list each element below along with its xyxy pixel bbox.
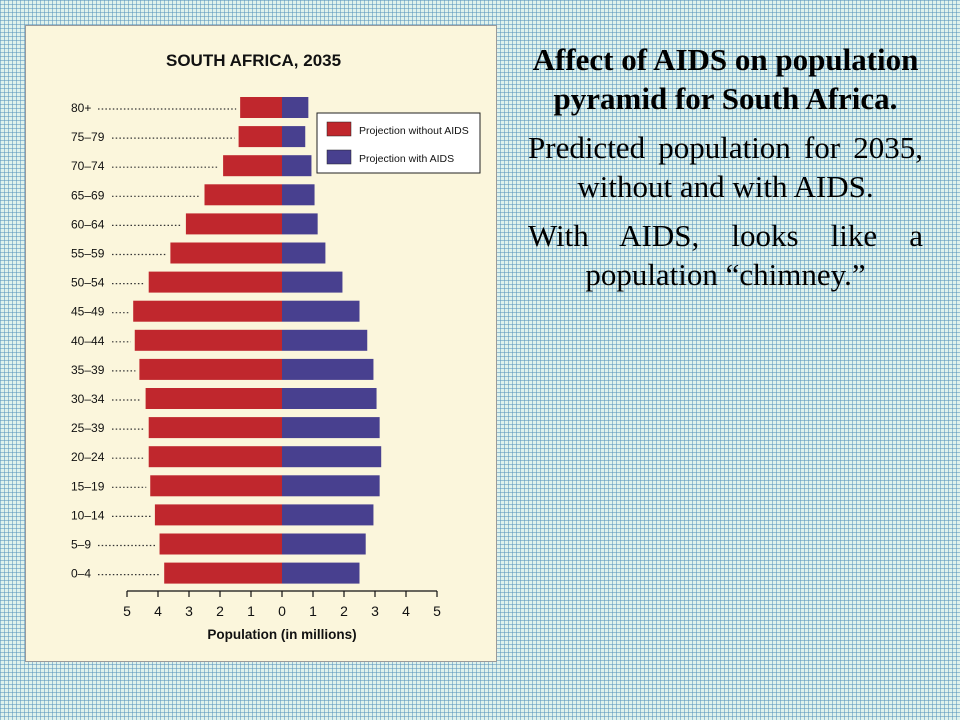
age-group-label: 55–59 <box>71 247 105 261</box>
bar-with-aids <box>282 504 374 526</box>
age-group-label: 40–44 <box>71 334 105 348</box>
x-tick-label: 4 <box>402 603 410 619</box>
bar-with-aids <box>282 475 380 497</box>
bar-without-aids <box>204 184 282 206</box>
legend-swatch-without-aids <box>326 121 352 137</box>
chart-title: SOUTH AFRICA, 2035 <box>166 51 341 70</box>
bar-with-aids <box>282 271 343 293</box>
bar-with-aids <box>282 213 318 235</box>
bar-with-aids <box>282 562 360 584</box>
slide-paragraph-1: Predicted population for 2035, without a… <box>528 130 923 204</box>
legend-label-without-aids: Projection without AIDS <box>359 125 469 137</box>
bar-without-aids <box>164 562 282 584</box>
bar-without-aids <box>240 97 282 118</box>
x-tick-label: 5 <box>433 603 441 619</box>
age-group-label: 75–79 <box>71 130 105 144</box>
bar-with-aids <box>282 242 326 264</box>
slide-paragraph-2: With AIDS, looks like a population “chim… <box>528 218 923 292</box>
bar-without-aids <box>148 417 282 439</box>
bar-without-aids <box>170 242 282 264</box>
age-group-label: 60–64 <box>71 217 105 231</box>
bar-with-aids <box>282 358 374 380</box>
bar-with-aids <box>282 533 366 555</box>
slide-heading: Affect of AIDS on population pyramid for… <box>532 42 919 116</box>
x-tick-label: 0 <box>278 603 286 619</box>
population-pyramid-chart: SOUTH AFRICA, 2035 80+ 75–79 70–74 65–69 60–… <box>71 51 481 642</box>
x-tick-label: 1 <box>247 603 255 619</box>
bar-without-aids <box>134 329 282 351</box>
bar-without-aids <box>154 504 282 526</box>
bar-without-aids <box>238 126 282 148</box>
x-axis-label: Population (in millions) <box>207 627 356 642</box>
age-group-label: 50–54 <box>71 276 105 290</box>
bar-without-aids <box>150 475 282 497</box>
x-tick-label: 2 <box>216 603 224 619</box>
bar-with-aids <box>282 126 306 148</box>
bar-with-aids <box>282 417 380 439</box>
age-group-label: 80+ <box>71 101 91 115</box>
bar-with-aids <box>282 446 382 468</box>
legend-swatch-with-aids <box>326 149 352 165</box>
age-group-label: 0–4 <box>71 567 91 581</box>
bar-without-aids <box>139 358 282 380</box>
bar-without-aids <box>159 533 282 555</box>
bar-with-aids <box>282 184 315 206</box>
age-group-label: 30–34 <box>71 392 105 406</box>
age-group-label: 20–24 <box>71 450 105 464</box>
x-tick-label: 4 <box>154 603 162 619</box>
bar-without-aids <box>148 446 282 468</box>
x-tick-label: 3 <box>185 603 193 619</box>
bar-without-aids <box>145 388 282 409</box>
age-group-label: 70–74 <box>71 159 105 173</box>
age-group-label: 15–19 <box>71 479 105 493</box>
age-group-label: 65–69 <box>71 188 105 202</box>
age-group-label: 25–39 <box>71 421 105 435</box>
chart-legend: Projection without AIDS Projection with … <box>316 112 481 174</box>
bar-without-aids <box>133 300 282 322</box>
x-tick-label: 2 <box>340 603 348 619</box>
bar-with-aids <box>282 97 309 118</box>
x-tick-label: 1 <box>309 603 317 619</box>
bar-with-aids <box>282 388 377 409</box>
age-group-label: 35–39 <box>71 363 105 377</box>
x-tick-label: 5 <box>123 603 131 619</box>
age-group-label: 45–49 <box>71 305 105 319</box>
bar-with-aids <box>282 329 368 351</box>
slide-text: Affect of AIDS on population pyramid for… <box>528 40 923 304</box>
bar-without-aids <box>185 213 282 235</box>
chart-panel: SOUTH AFRICA, 2035 80+ 75–79 70–74 65–69 60–… <box>25 25 497 662</box>
bar-with-aids <box>282 155 312 177</box>
bar-without-aids <box>223 155 282 177</box>
bar-with-aids <box>282 300 360 322</box>
age-group-label: 10–14 <box>71 508 105 522</box>
legend-label-with-aids: Projection with AIDS <box>359 153 454 165</box>
bar-without-aids <box>148 271 282 293</box>
age-group-label: 5–9 <box>71 538 91 552</box>
x-tick-label: 3 <box>371 603 379 619</box>
